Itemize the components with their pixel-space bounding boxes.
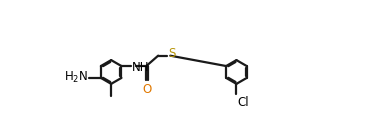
Text: Cl: Cl	[238, 96, 249, 109]
Text: S: S	[169, 47, 176, 60]
Text: O: O	[142, 83, 152, 96]
Text: H$_2$N: H$_2$N	[64, 70, 88, 85]
Text: NH: NH	[132, 61, 150, 74]
